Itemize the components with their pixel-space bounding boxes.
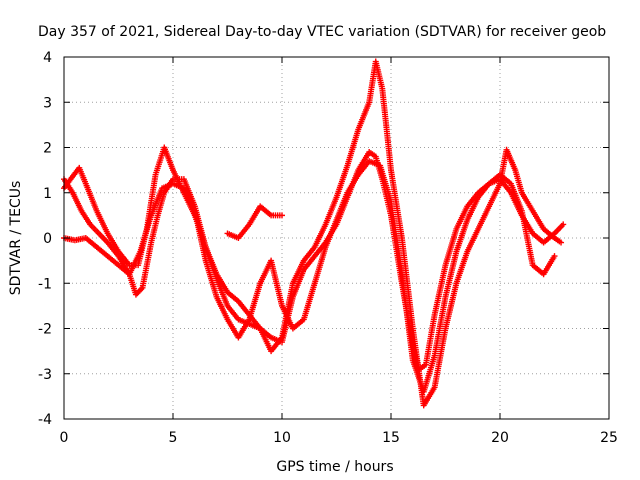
y-tick-label: 2: [43, 141, 52, 157]
y-tick-label: 0: [43, 231, 52, 247]
y-tick-label: 4: [43, 50, 52, 66]
x-axis-label: GPS time / hours: [276, 459, 393, 475]
series-track-2: [61, 58, 565, 409]
y-tick-label: -2: [38, 322, 52, 338]
data-point: [551, 253, 558, 260]
data-point: [279, 212, 285, 219]
data-point: [560, 221, 567, 228]
series-track-3: [61, 158, 558, 395]
data-marks: [61, 58, 567, 409]
chart-title: Day 357 of 2021, Sidereal Day-to-day VTE…: [38, 24, 606, 40]
x-tick-label: 25: [600, 430, 618, 446]
data-point: [558, 239, 565, 246]
x-tick-label: 0: [60, 430, 69, 446]
x-tick-label: 10: [273, 430, 291, 446]
y-tick-label: -4: [38, 412, 52, 428]
x-tick-label: 20: [491, 430, 509, 446]
x-tick-label: 5: [169, 430, 178, 446]
y-tick-label: 3: [43, 95, 52, 111]
y-tick-label: -1: [38, 276, 52, 292]
y-tick-label: 1: [43, 186, 52, 202]
series-track-4: [224, 203, 285, 241]
x-tick-label: 15: [382, 430, 400, 446]
y-axis-label: SDTVAR / TECUs: [8, 181, 24, 296]
y-tick-label: -3: [38, 367, 52, 383]
axes: 0 5 10 15 20 25 -4 -3 -2 -1 0 1 2 3 4: [38, 50, 618, 446]
